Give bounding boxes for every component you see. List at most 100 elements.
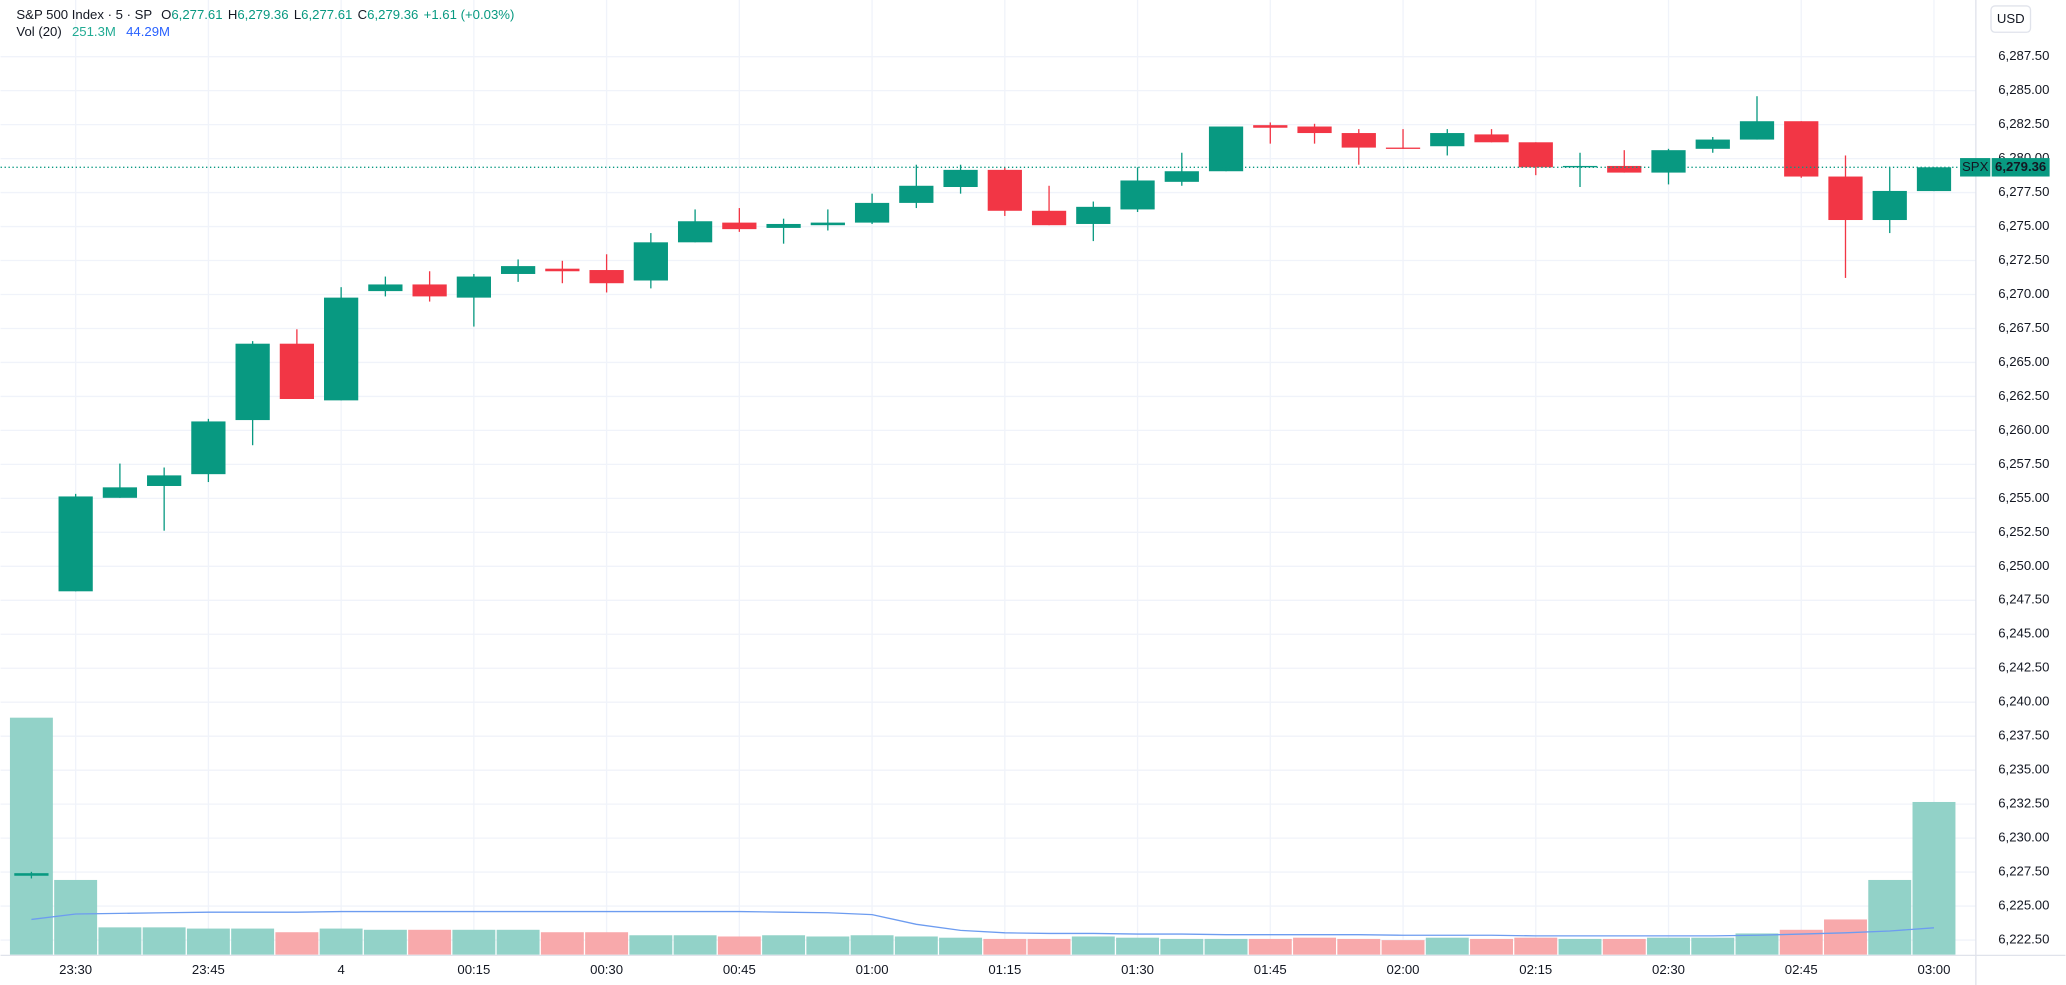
y-tick-label: 6,265.00 bbox=[1998, 354, 2049, 369]
volume-bar bbox=[186, 928, 230, 955]
volume-bar bbox=[1071, 936, 1115, 955]
y-tick-label: 6,275.00 bbox=[1998, 218, 2049, 233]
candle-body bbox=[1076, 206, 1111, 224]
volume-bar bbox=[275, 932, 319, 955]
x-tick-label: 01:30 bbox=[1121, 962, 1154, 977]
volume-pane bbox=[9, 717, 1956, 955]
y-tick-label: 6,262.50 bbox=[1998, 388, 2049, 403]
candles bbox=[0, 96, 1976, 879]
candle-body bbox=[1253, 125, 1288, 128]
candle-body bbox=[987, 169, 1022, 211]
volume-bar bbox=[585, 932, 629, 955]
legend-key: H bbox=[228, 7, 238, 22]
candle-body bbox=[1916, 167, 1952, 192]
y-tick-label: 6,252.50 bbox=[1998, 524, 2049, 539]
candle-body bbox=[1518, 142, 1553, 168]
candle-body bbox=[1031, 210, 1067, 226]
currency-label[interactable]: USD bbox=[1997, 11, 2025, 26]
y-tick-label: 6,232.50 bbox=[1998, 796, 2049, 811]
candle-body bbox=[1208, 126, 1244, 172]
volume-bar bbox=[1293, 937, 1337, 955]
volume-bar bbox=[9, 717, 53, 955]
y-tick-label: 6,285.00 bbox=[1998, 82, 2049, 97]
volume-bar bbox=[1381, 940, 1425, 955]
volume-bar bbox=[231, 928, 275, 955]
y-tick-label: 6,277.50 bbox=[1998, 184, 2049, 199]
candle-body bbox=[1474, 134, 1509, 143]
volume-bar bbox=[1425, 937, 1469, 955]
candle-body bbox=[368, 284, 403, 292]
symbol-tag bbox=[1960, 158, 1991, 177]
volume-bar bbox=[894, 936, 938, 955]
volume-legend: Vol (20) 251.3M 44.29M bbox=[16, 24, 170, 39]
volume-bar bbox=[1824, 919, 1867, 955]
candle-body bbox=[810, 222, 845, 226]
currency-button-frame[interactable] bbox=[1990, 5, 2032, 33]
volume-bar bbox=[408, 929, 452, 955]
y-tick-label: 6,270.00 bbox=[1998, 286, 2049, 301]
volume-bar bbox=[1735, 933, 1779, 955]
candle-body bbox=[899, 185, 934, 203]
y-tick-label: 6,267.50 bbox=[1998, 320, 2049, 335]
legend: S&P 500 Index · 5 · SP O6,277.61 H6,279.3… bbox=[16, 7, 514, 39]
candle-body bbox=[633, 242, 668, 281]
y-tick-label: 6,257.50 bbox=[1998, 456, 2049, 471]
x-tick-label: 23:30 bbox=[59, 962, 92, 977]
candle-body bbox=[1828, 176, 1863, 221]
candle-body bbox=[1739, 121, 1775, 140]
candle-body bbox=[412, 284, 447, 297]
x-tick-label: 00:30 bbox=[590, 962, 623, 977]
legend-value: 6,279.36 bbox=[237, 7, 288, 22]
y-tick-label: 6,272.50 bbox=[1998, 252, 2049, 267]
candle-body bbox=[102, 487, 138, 498]
candle-body bbox=[147, 475, 182, 486]
volume-bar bbox=[983, 938, 1027, 955]
y-tick-label: 6,282.50 bbox=[1998, 116, 2049, 131]
x-tick-label: 02:00 bbox=[1387, 962, 1420, 977]
volume-bar bbox=[629, 935, 673, 955]
candle-body bbox=[1784, 121, 1819, 177]
candle-body bbox=[722, 222, 757, 230]
legend-value: 6,279.36 bbox=[367, 7, 418, 22]
candle-body bbox=[14, 873, 49, 876]
legend-value: 6,277.61 bbox=[301, 7, 352, 22]
x-tick-label: 01:15 bbox=[988, 962, 1021, 977]
candle-body bbox=[1695, 139, 1730, 149]
candle-body bbox=[456, 276, 491, 298]
volume-bar bbox=[1691, 937, 1735, 955]
x-tick-label: 4 bbox=[337, 962, 344, 977]
candle-body bbox=[1120, 180, 1155, 210]
volume-bar bbox=[540, 932, 584, 955]
y-tick-label: 6,237.50 bbox=[1998, 728, 2049, 743]
legend-change: +1.61 (+0.03%) bbox=[424, 7, 515, 22]
candle-body bbox=[589, 270, 624, 284]
candle-body bbox=[854, 202, 890, 223]
candle-body bbox=[1385, 147, 1421, 149]
y-tick-label: 6,227.50 bbox=[1998, 864, 2049, 879]
volume-bar bbox=[1470, 938, 1513, 955]
price-tag-label: 6,279.36 bbox=[1995, 159, 2046, 174]
x-tick-label: 01:00 bbox=[856, 962, 889, 977]
candle-body bbox=[324, 297, 359, 401]
volume-bar bbox=[673, 935, 717, 955]
legend-line: S&P 500 Index · 5 · SP O6,277.61 H6,279.3… bbox=[16, 7, 514, 22]
y-tick-label: 6,230.00 bbox=[1998, 830, 2049, 845]
y-tick-label: 6,225.00 bbox=[1998, 898, 2049, 913]
x-tick-label: 02:15 bbox=[1519, 962, 1552, 977]
currency-button[interactable]: USD bbox=[1990, 5, 2032, 33]
volume-bar bbox=[1514, 937, 1558, 955]
candle-body bbox=[1430, 133, 1465, 147]
volume-bar bbox=[496, 929, 540, 955]
symbol-name: S&P 500 Index · 5 · SP bbox=[16, 7, 152, 22]
volume-bar bbox=[850, 935, 894, 955]
candle-body bbox=[1562, 165, 1598, 168]
volume-bar bbox=[1116, 937, 1160, 955]
legend-value: 6,277.61 bbox=[171, 7, 222, 22]
candle-body bbox=[766, 223, 801, 228]
volume-bar bbox=[1602, 938, 1646, 955]
y-tick-label: 6,242.50 bbox=[1998, 660, 2049, 675]
candle-body bbox=[943, 169, 978, 188]
